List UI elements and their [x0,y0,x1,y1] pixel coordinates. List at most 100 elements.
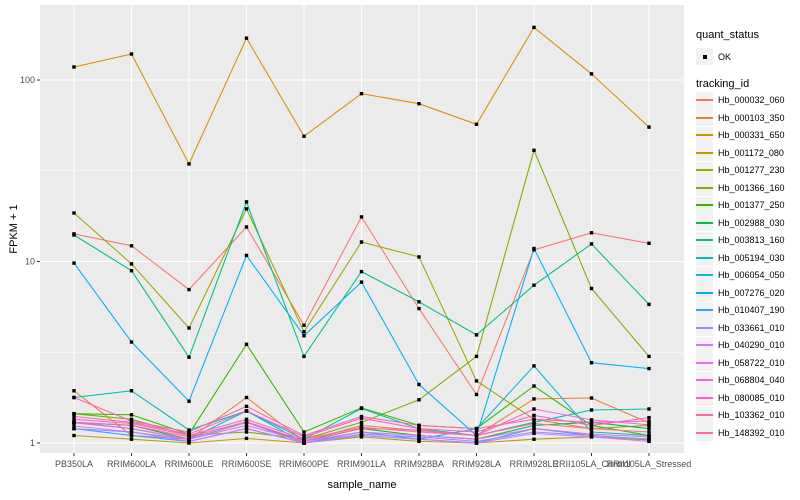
legend-item-quant-status-ok: OK [696,48,731,65]
data-point [359,416,364,420]
data-point [244,225,249,229]
legend-line-swatch [696,396,713,399]
data-point [589,361,594,365]
legend-item-Hb_068804_040: Hb_068804_040 [696,371,785,389]
data-point [532,426,536,431]
legend-item-label: Hb_005194_030 [718,252,785,263]
legend-line-swatch [696,379,713,381]
legend-key-box [696,179,713,196]
legend-line-swatch [696,186,713,189]
data-point [589,432,594,436]
data-point [474,441,479,445]
data-point [244,426,249,431]
legend-line-swatch [696,414,713,416]
legend-item-label: Hb_000032_060 [718,95,785,105]
legend-line-swatch [696,99,713,101]
legend-item-label: Hb_040290_010 [718,340,785,350]
data-point [589,430,594,434]
legend-item-Hb_006054_050: Hb_006054_050 [696,266,785,284]
data-point [359,426,364,431]
data-point [187,430,191,434]
data-point [244,417,249,421]
black-square-point-icon [702,54,707,59]
data-point [129,340,134,344]
data-point [359,433,364,438]
legend-item-Hb_040290_010: Hb_040290_010 [696,336,785,354]
legend-key-box [696,48,713,65]
legend: quant_status OK tracking_id Hb_000032_06… [694,0,800,500]
data-point [417,102,421,106]
data-point [647,241,651,245]
legend-key-box [696,91,713,109]
legend-item-label: Hb_003813_160 [718,235,785,245]
legend-key-box [696,284,713,301]
legend-line-swatch [696,309,713,311]
data-point [647,302,651,307]
x-tick-label: RRIM928BA [394,459,444,469]
data-point [187,399,191,403]
legend-item-label: Hb_080085_010 [718,392,785,403]
data-point [302,430,306,434]
legend-line-swatch [696,204,713,206]
data-point [532,148,536,152]
legend-key-box [696,109,713,126]
data-point [244,404,249,409]
legend-line-swatch [696,344,713,346]
data-point [417,398,421,402]
data-point [532,397,536,401]
data-point [187,162,191,166]
legend-key-box [696,424,713,441]
legend-item-Hb_001366_160: Hb_001366_160 [696,179,785,196]
legend-key-box [696,126,713,144]
legend-line-swatch [696,361,713,364]
legend-item-Hb_010407_190: Hb_010407_190 [696,301,785,319]
data-point [359,215,364,219]
legend-key-box [696,336,713,354]
data-point [474,333,479,337]
data-point [187,355,191,359]
data-point [129,389,134,393]
data-point [302,330,306,334]
data-point [647,423,651,427]
legend-item-label: Hb_001366_160 [718,182,785,193]
data-point [474,437,479,441]
data-point [647,439,651,444]
legend-item-label: Hb_068804_040 [718,375,785,385]
x-tick-label: RRII105LA_Control [552,459,630,469]
x-tick-label: RRIM901LA [337,459,386,469]
legend-title-tracking-id: tracking_id [696,78,750,90]
legend-item-Hb_000032_060: Hb_000032_060 [696,91,785,109]
legend-line-swatch [696,151,713,154]
legend-item-Hb_058722_010: Hb_058722_010 [696,354,785,371]
data-point [187,437,191,441]
data-point [72,65,76,69]
data-point [302,433,306,438]
legend-item-label: OK [718,51,732,62]
data-point [244,200,249,204]
data-point [129,419,134,423]
data-point [129,430,134,434]
data-point [417,306,421,311]
legend-item-Hb_001277_230: Hb_001277_230 [696,161,785,179]
data-point [187,439,191,444]
data-point [589,242,594,246]
data-point [647,435,651,439]
legend-line-swatch [696,221,713,224]
x-tick-label: RRIM600SE [221,459,271,469]
data-point [302,354,306,359]
data-point [474,354,479,359]
data-point [244,395,249,400]
data-point [72,417,76,421]
data-point [72,433,76,438]
data-point [244,253,249,258]
data-point [589,435,594,439]
legend-key-box [696,196,713,214]
legend-item-Hb_002988_030: Hb_002988_030 [696,214,785,231]
x-tick-label: RRIM928LA [452,459,501,469]
data-point [532,413,536,418]
data-point [474,122,479,126]
data-point [647,437,651,441]
legend-title-quant-status: quant_status [696,29,759,41]
